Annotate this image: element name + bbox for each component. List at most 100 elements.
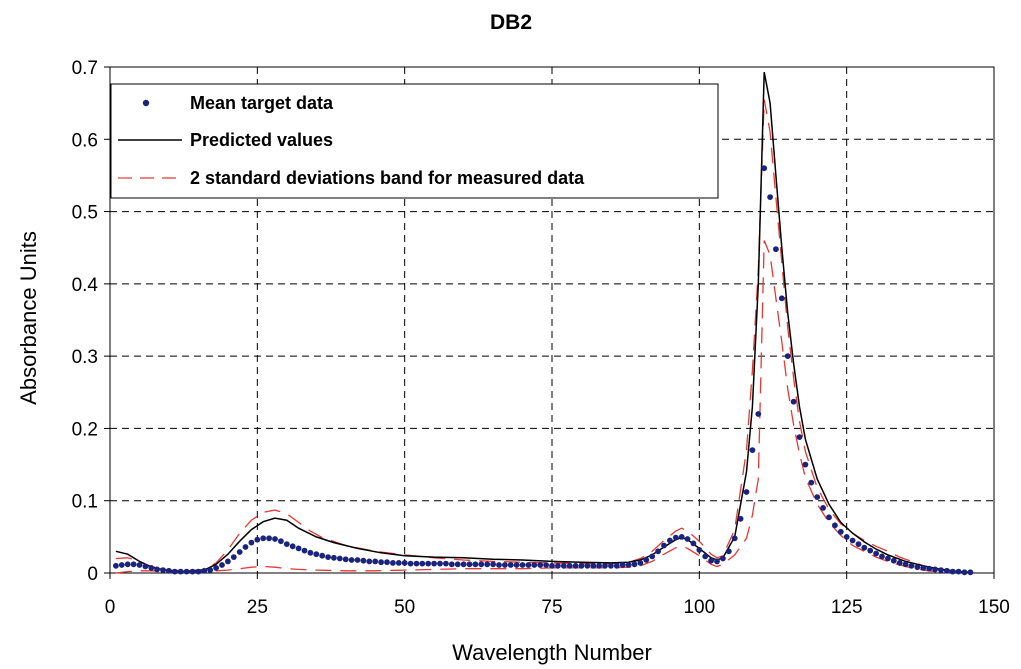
mean-data-point <box>484 561 491 568</box>
legend-entry-mean: Mean target data <box>142 93 334 113</box>
mean-data-point <box>301 547 308 554</box>
mean-data-point <box>431 560 437 567</box>
mean-data-point <box>177 568 184 575</box>
mean-data-point <box>655 548 661 555</box>
mean-data-point <box>667 537 673 544</box>
mean-data-point <box>325 554 331 560</box>
mean-data-point <box>307 549 314 556</box>
mean-data-point <box>166 567 172 574</box>
mean-data-point <box>861 544 868 551</box>
mean-data-point <box>278 538 284 545</box>
mean-data-point <box>967 569 974 576</box>
mean-data-point <box>531 562 538 568</box>
mean-data-point <box>902 561 909 568</box>
mean-data-point <box>778 295 785 302</box>
mean-data-point <box>790 398 797 405</box>
mean-data-point <box>926 565 933 572</box>
mean-data-point <box>313 551 320 558</box>
axis-ticks: 0 25 50 75 100 125 150 0 0.1 0.2 0.3 0.4 0.5 0.6 0.7 <box>72 58 1010 618</box>
mean-data-point <box>378 559 384 566</box>
mean-data-point <box>802 461 809 468</box>
mean-data-point <box>767 194 773 201</box>
mean-data-point <box>407 560 414 567</box>
y-tick-label: 0.2 <box>72 419 98 440</box>
mean-data-point <box>289 543 296 550</box>
mean-data-point <box>784 353 791 359</box>
mean-data-point <box>201 567 208 574</box>
mean-data-point <box>254 536 261 543</box>
mean-data-point <box>955 568 962 575</box>
mean-data-point <box>490 561 496 568</box>
legend-entry-predicted: Predicted values <box>118 130 333 150</box>
mean-data-point <box>631 561 638 568</box>
mean-data-point <box>637 560 644 566</box>
mean-data-point <box>932 566 938 573</box>
mean-data-point <box>513 562 520 568</box>
mean-data-point <box>649 553 656 560</box>
mean-data-point <box>773 246 779 253</box>
x-tick-label: 125 <box>831 597 863 618</box>
x-tick-label: 150 <box>978 597 1010 618</box>
mean-data-point <box>625 562 632 568</box>
legend-entry-band: 2 standard deviations band for measured … <box>118 168 585 188</box>
mean-data-point <box>708 557 714 564</box>
mean-data-point <box>225 558 231 565</box>
mean-data-point <box>319 552 326 559</box>
mean-data-point <box>796 434 803 440</box>
mean-data-point <box>749 447 756 453</box>
mean-data-point <box>207 567 214 573</box>
mean-data-point <box>814 494 821 500</box>
mean-data-point <box>720 555 726 562</box>
mean-data-point <box>390 560 396 566</box>
mean-data-point <box>136 562 143 568</box>
mean-data-point <box>678 534 685 540</box>
mean-data-point <box>366 558 373 565</box>
mean-data-point <box>696 547 703 553</box>
mean-data-point <box>914 564 921 571</box>
mean-data-point <box>266 535 272 542</box>
mean-data-point <box>619 562 626 568</box>
mean-data-point <box>342 556 349 563</box>
x-tick-label: 75 <box>541 597 562 618</box>
mean-data-point <box>272 536 278 542</box>
mean-data-point <box>230 554 237 560</box>
legend-label-band: 2 standard deviations band for measured … <box>190 168 585 188</box>
mean-data-point <box>260 535 267 542</box>
mean-data-point <box>443 560 449 567</box>
mean-data-point <box>348 557 355 563</box>
mean-data-point <box>849 537 856 544</box>
mean-data-point <box>148 565 155 571</box>
y-tick-label: 0.6 <box>72 130 98 151</box>
mean-data-point <box>566 562 573 569</box>
mean-data-point <box>472 561 479 568</box>
mean-data-point <box>672 534 679 541</box>
mean-data-point <box>938 567 944 573</box>
mean-data-point <box>608 562 614 569</box>
mean-data-point <box>502 562 508 568</box>
mean-data-point <box>283 541 290 547</box>
mean-data-point <box>466 561 473 568</box>
mean-data-point <box>507 562 514 568</box>
mean-data-point <box>401 560 408 566</box>
mean-data-point <box>525 562 532 568</box>
x-tick-label: 100 <box>683 597 715 618</box>
x-tick-label: 50 <box>394 597 415 618</box>
mean-data-point <box>578 562 585 569</box>
mean-data-point <box>555 562 561 569</box>
mean-data-point <box>543 562 549 568</box>
series-layer <box>113 71 974 576</box>
mean-data-point <box>737 515 744 522</box>
mean-data-point <box>384 559 390 566</box>
y-tick-label: 0 <box>87 564 98 585</box>
mean-data-point <box>837 528 844 535</box>
mean-data-point <box>643 557 650 563</box>
mean-data-point <box>873 550 879 557</box>
band-lower-line <box>115 240 942 574</box>
mean-data-point <box>124 561 131 568</box>
mean-data-point <box>160 567 166 573</box>
y-tick-label: 0.4 <box>72 275 99 296</box>
band-upper-line <box>115 99 971 573</box>
y-axis-label: Absorbance Units <box>16 231 41 405</box>
legend-dot-marker <box>142 99 150 107</box>
mean-data-point <box>425 560 432 567</box>
